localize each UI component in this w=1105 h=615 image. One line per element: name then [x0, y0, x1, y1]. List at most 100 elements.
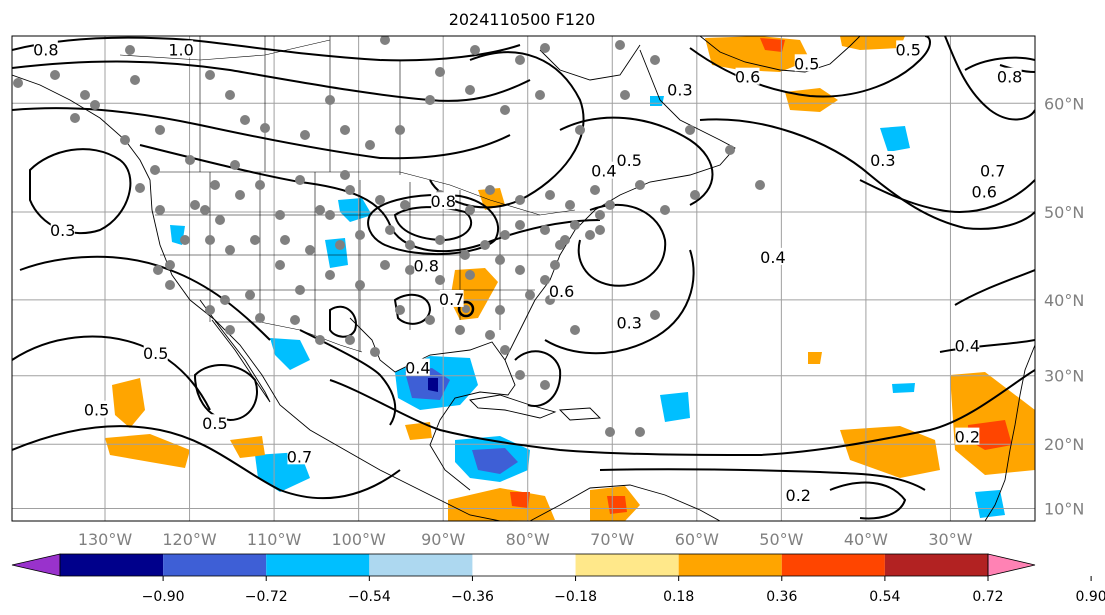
contour-line-14 [577, 203, 667, 287]
station-point-114 [190, 200, 200, 210]
contour-label-bg-4 [414, 256, 439, 274]
station-point-29 [755, 180, 765, 190]
contour-line-23 [299, 329, 397, 426]
station-point-31 [635, 180, 645, 190]
station-point-71 [570, 220, 580, 230]
station-point-6 [185, 155, 195, 165]
shade-blue-caribbean [472, 448, 518, 474]
longitude-label-0: 130°W [78, 530, 133, 549]
contour-label-20: 0.4 [760, 248, 785, 267]
coast-baja [199, 299, 271, 403]
contour-line-27 [954, 269, 1035, 306]
contour-label-5: 0.7 [439, 290, 464, 309]
coast-cuba [469, 394, 557, 419]
shade-orange-atlantic [840, 426, 940, 478]
colorbar-tick-label-0: −0.90 [142, 589, 185, 605]
shade-orange-caribbean-east [405, 422, 432, 440]
shade-red-venezuela [607, 496, 627, 514]
station-point-75 [480, 240, 490, 250]
map-panel: 0.8 1.00.30.80.80.7 0.60.50.50.50.40.50.30… [12, 36, 1035, 521]
shade-orange-appalachia [450, 268, 498, 320]
station-point-83 [280, 235, 290, 245]
shade-cyan-north-atlantic [880, 126, 910, 152]
contour-line-21 [544, 249, 695, 355]
shaded-anomalies [105, 36, 1035, 521]
contour-label-4: 0.8 [414, 257, 439, 276]
station-point-36 [545, 190, 555, 200]
station-point-21 [500, 105, 510, 115]
contour-line-20 [859, 179, 1035, 213]
station-point-3 [90, 100, 100, 110]
contour-label-22: 0.4 [955, 337, 980, 356]
station-point-24 [615, 40, 625, 50]
colorbar-frame [59, 553, 989, 577]
station-point-25 [650, 55, 660, 65]
station-point-112 [275, 210, 285, 220]
contour-label-bg-20 [760, 247, 785, 265]
station-point-84 [245, 290, 255, 300]
contour-label-bg-11 [617, 151, 642, 169]
station-point-50 [180, 235, 190, 245]
station-point-48 [210, 180, 220, 190]
colorbar-tick-label-8: 0.72 [972, 589, 1003, 605]
station-point-2 [70, 113, 80, 123]
contour-label-bg-8 [84, 400, 109, 418]
contour-label-24: 0.7 [287, 447, 312, 466]
station-point-85 [220, 295, 230, 305]
station-point-35 [565, 200, 575, 210]
contour-label-1: 1.0 [168, 40, 193, 59]
colorbar-tick-label-5: 0.18 [663, 589, 694, 605]
contour-label-bg-21 [617, 313, 642, 331]
contour-label-bg-3 [431, 192, 456, 210]
station-point-64 [465, 270, 475, 280]
contour-line-3 [12, 107, 511, 160]
colorbar-tick-label-4: −0.18 [554, 589, 597, 605]
station-point-32 [660, 205, 670, 215]
station-point-101 [525, 290, 535, 300]
colorbar-segment-5 [472, 554, 576, 576]
station-point-37 [515, 195, 525, 205]
station-point-23 [575, 125, 585, 135]
station-point-108 [340, 170, 350, 180]
contour-label-bg-2 [50, 220, 75, 238]
station-point-104 [650, 310, 660, 320]
station-point-122 [125, 45, 135, 55]
station-point-120 [470, 45, 480, 55]
colorbar [11, 553, 1036, 577]
colorbar-tick-label-3: −0.36 [451, 589, 494, 605]
contour-label-7: 0.5 [143, 344, 168, 363]
contour-line-22 [329, 369, 1035, 457]
colorbar-tick-label-2: −0.54 [348, 589, 391, 605]
contour-label-18: 0.7 [980, 162, 1005, 181]
latitude-label-1: 50°N [1044, 203, 1084, 222]
contour-line-2 [12, 60, 531, 102]
station-point-74 [500, 230, 510, 240]
station-point-13 [260, 123, 270, 133]
station-point-91 [345, 335, 355, 345]
figure-title: 2024110500 F120 [449, 10, 596, 29]
contour-label-bg-14 [794, 54, 819, 72]
station-point-105 [605, 427, 615, 437]
highlighted-location-marker [457, 300, 475, 318]
station-point-14 [300, 130, 310, 140]
coast-south-america [529, 484, 721, 521]
contour-label-bg-7 [143, 343, 168, 361]
contour-line-29 [393, 293, 432, 325]
coast-west-north-america [12, 74, 501, 521]
contour-label-2: 0.3 [50, 221, 75, 240]
station-point-118 [515, 55, 525, 65]
station-point-65 [495, 255, 505, 265]
colorbar-segment-7 [678, 554, 782, 576]
shade-red-hudson [760, 38, 785, 52]
station-point-78 [405, 240, 415, 250]
station-point-47 [230, 160, 240, 170]
station-point-16 [340, 125, 350, 135]
station-point-12 [240, 115, 250, 125]
contour-line-24 [329, 305, 357, 338]
contour-label-19: 0.6 [972, 182, 997, 201]
contour-line-6 [393, 206, 472, 242]
station-point-42 [375, 195, 385, 205]
contour-line-17 [944, 36, 1035, 121]
contour-line-4 [139, 144, 601, 253]
contour-label-16: 0.8 [997, 68, 1022, 87]
